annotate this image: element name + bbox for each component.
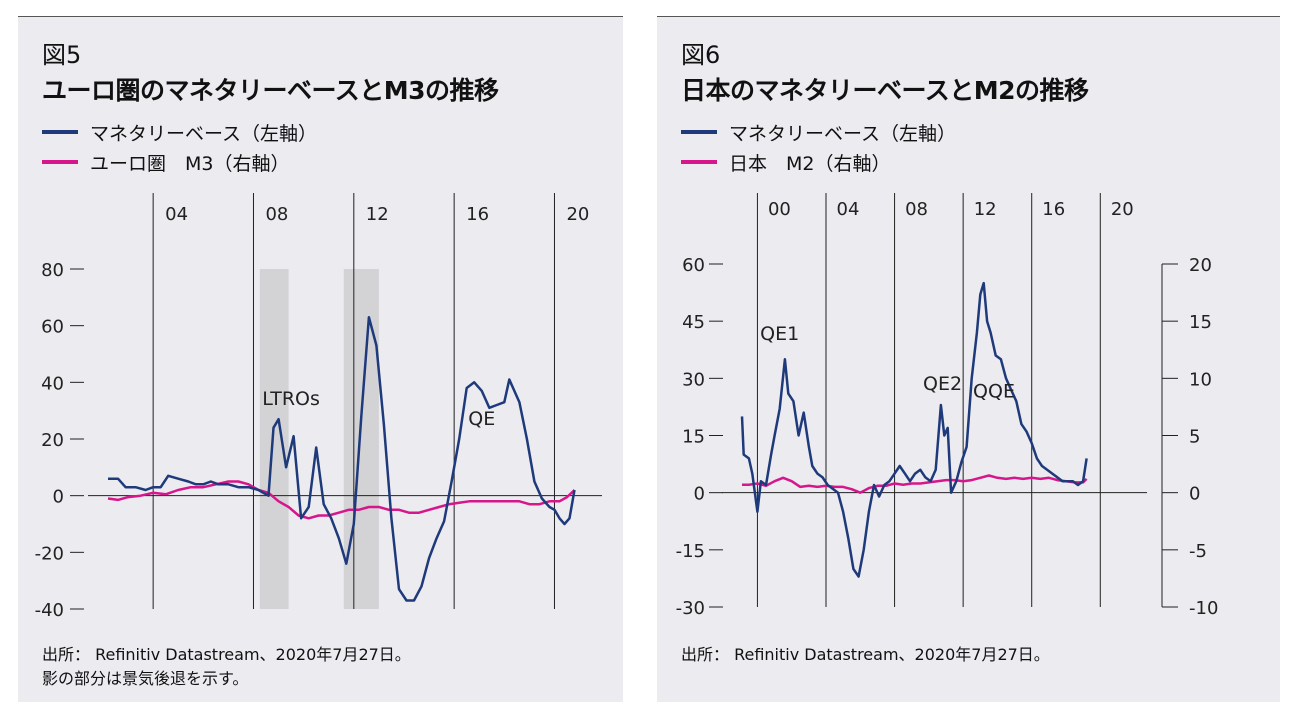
y-tick-label: 40	[41, 373, 64, 394]
legend-label: 日本 M2（右軸）	[729, 152, 891, 175]
x-tick-label: 16	[466, 204, 489, 225]
x-tick-label: 16	[1042, 199, 1065, 220]
recession-band	[259, 269, 289, 609]
x-tick-label: 04	[165, 204, 188, 225]
figure-number: 図5	[42, 41, 82, 69]
y-tick-label-right: 15	[1189, 312, 1212, 333]
chart-panel-eurozone: 図5 ユーロ圏のマネタリーベースとM3の推移 マネタリーベース（左軸） ユーロ圏…	[18, 16, 623, 702]
y-tick-label: 60	[41, 317, 64, 338]
x-tick-label: 12	[366, 204, 389, 225]
series-line	[740, 281, 1088, 578]
x-tick-label: 20	[1111, 199, 1134, 220]
x-tick-label: 00	[768, 199, 791, 220]
y-tick-label-left: 0	[694, 484, 705, 505]
annotation-label: QE2	[923, 373, 962, 395]
series-line	[742, 474, 1088, 494]
y-tick-label: 20	[41, 430, 64, 451]
legend-label: マネタリーベース（左軸）	[90, 122, 318, 145]
y-tick-label-left: 30	[682, 369, 705, 390]
chart-title: ユーロ圏のマネタリーベースとM3の推移	[42, 76, 499, 105]
source-line: 出所： Refinitiv Datastream、2020年7月27日。	[42, 645, 411, 664]
y-tick-label-left: 15	[682, 427, 705, 448]
x-tick-label: 08	[265, 204, 288, 225]
legend-item-monetary-base: マネタリーベース（左軸）	[681, 117, 956, 147]
legend-swatch-magenta	[42, 160, 78, 164]
recession-band	[343, 269, 379, 609]
y-tick-label-right: 0	[1189, 484, 1200, 505]
legend-swatch-magenta	[681, 160, 717, 164]
figure-number: 図6	[681, 41, 721, 69]
y-tick-label: -20	[35, 543, 64, 564]
annotation-label: QE1	[760, 323, 799, 345]
y-tick-label-right: -5	[1189, 541, 1207, 562]
legend-swatch-navy	[42, 130, 78, 134]
legend: マネタリーベース（左軸） 日本 M2（右軸）	[681, 117, 956, 177]
y-tick-label-right: 20	[1189, 255, 1212, 276]
x-tick-label: 12	[974, 199, 997, 220]
chart-japan: 00 04 08 12 16 20 60 45 30 15 0 -15 -30 20 15 10 5 0 -5 -10…	[676, 193, 1218, 619]
series-line	[108, 315, 576, 602]
y-tick-label-left: -30	[676, 598, 705, 619]
y-tick-label: 80	[41, 260, 64, 281]
annotation-label: LTROs	[262, 388, 320, 410]
source-note: 出所： Refinitiv Datastream、2020年7月27日。 影の部…	[42, 643, 411, 691]
y-tick-label-right: -10	[1189, 598, 1218, 619]
x-tick-label: 20	[566, 204, 589, 225]
legend-item-m2: 日本 M2（右軸）	[681, 147, 956, 177]
legend: マネタリーベース（左軸） ユーロ圏 M3（右軸）	[42, 117, 317, 177]
source-note: 出所： Refinitiv Datastream、2020年7月27日。	[681, 643, 1050, 667]
chart-eurozone: 04 08 12 16 20 80 60 40 20 0 -20 -40 LTROs QE	[35, 193, 602, 621]
y-tick-label-left: 60	[682, 255, 705, 276]
x-tick-label: 04	[837, 199, 860, 220]
y-tick-label-left: -15	[676, 541, 705, 562]
legend-item-m3: ユーロ圏 M3（右軸）	[42, 147, 317, 177]
y-tick-label: 0	[53, 487, 64, 508]
legend-label: マネタリーベース（左軸）	[729, 122, 957, 145]
source-line: 出所： Refinitiv Datastream、2020年7月27日。	[681, 645, 1050, 664]
legend-label: ユーロ圏 M3（右軸）	[90, 152, 290, 175]
annotation-label: QQE	[973, 380, 1015, 402]
y-tick-label-right: 10	[1189, 369, 1212, 390]
y-tick-label-right: 5	[1189, 427, 1200, 448]
series-line	[107, 480, 576, 520]
legend-item-monetary-base: マネタリーベース（左軸）	[42, 117, 317, 147]
x-tick-label: 08	[905, 199, 928, 220]
chart-panel-japan: 図6 日本のマネタリーベースとM2の推移 マネタリーベース（左軸） 日本 M2（…	[657, 16, 1280, 702]
legend-swatch-navy	[681, 130, 717, 134]
annotation-label: QE	[468, 408, 495, 430]
chart-title: 日本のマネタリーベースとM2の推移	[681, 76, 1089, 105]
y-tick-label: -40	[35, 600, 64, 621]
y-tick-label-left: 45	[682, 312, 705, 333]
source-line: 影の部分は景気後退を示す。	[42, 669, 249, 688]
